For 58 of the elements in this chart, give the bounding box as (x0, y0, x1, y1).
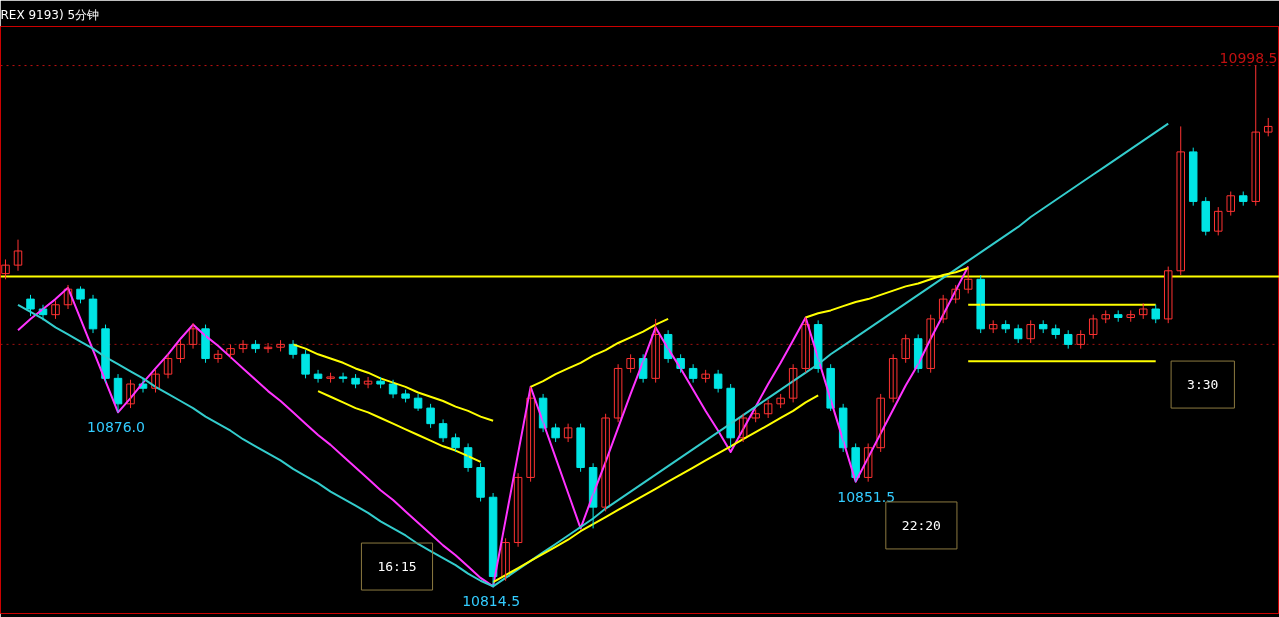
candlestick (1163, 266, 1173, 324)
ref-line-label: 10998.5 (1219, 49, 1278, 66)
chart-title: REX 9193) 5分钟 (0, 7, 100, 22)
candlestick (1264, 117, 1273, 137)
candlestick (626, 353, 635, 374)
candlestick (1076, 329, 1085, 350)
candlestick (1063, 329, 1073, 350)
candlestick (1213, 206, 1223, 236)
candlestick (26, 294, 35, 317)
candlestick (1238, 191, 1248, 207)
candlestick (1151, 304, 1160, 324)
candlestick (426, 403, 435, 429)
candlestick (888, 353, 898, 403)
candlestick (1113, 309, 1123, 323)
candlestick (76, 285, 85, 304)
candlestick (338, 372, 348, 384)
candlestick (963, 266, 973, 294)
candlestick (1088, 314, 1098, 340)
annotation: 10851.5 (837, 488, 896, 505)
candlestick (763, 399, 773, 419)
candlestick (1176, 125, 1185, 276)
candlestick (301, 349, 310, 379)
candlestick (988, 319, 998, 334)
candlestick (176, 339, 185, 364)
candlestick (1226, 191, 1235, 217)
annotation: 3:30 (1187, 377, 1219, 393)
annotation: 10876.0 (87, 419, 145, 436)
candlestick (1138, 302, 1148, 320)
candlestick (701, 369, 710, 384)
candlestick (751, 409, 760, 423)
candlestick (1013, 324, 1023, 344)
candlestick (526, 386, 535, 483)
candlestick (1026, 319, 1035, 344)
candlestick (651, 318, 660, 384)
candlestick (551, 423, 560, 443)
candlestick (976, 274, 985, 334)
candlestick (251, 339, 260, 354)
candlestick (351, 373, 360, 389)
annotation: 10814.5 (462, 593, 521, 610)
candlestick (1201, 196, 1210, 236)
candlestick (1126, 309, 1135, 323)
candlestick (276, 339, 285, 352)
candlestick (376, 376, 385, 389)
candlestick (51, 300, 60, 320)
candlestick (1038, 319, 1048, 334)
candlestick (401, 389, 410, 403)
candlestick (326, 372, 335, 384)
candlestick (901, 333, 910, 364)
candlestick (451, 433, 460, 453)
candlestick (576, 423, 585, 473)
candlestick (1188, 147, 1198, 207)
candlestick (476, 462, 485, 502)
candlestick (1051, 324, 1060, 340)
candlestick (1001, 319, 1010, 334)
annotation: 22:20 (901, 517, 941, 533)
candlestick (1251, 65, 1260, 207)
annotation: 16:15 (377, 559, 417, 575)
candlestick (1101, 309, 1110, 324)
